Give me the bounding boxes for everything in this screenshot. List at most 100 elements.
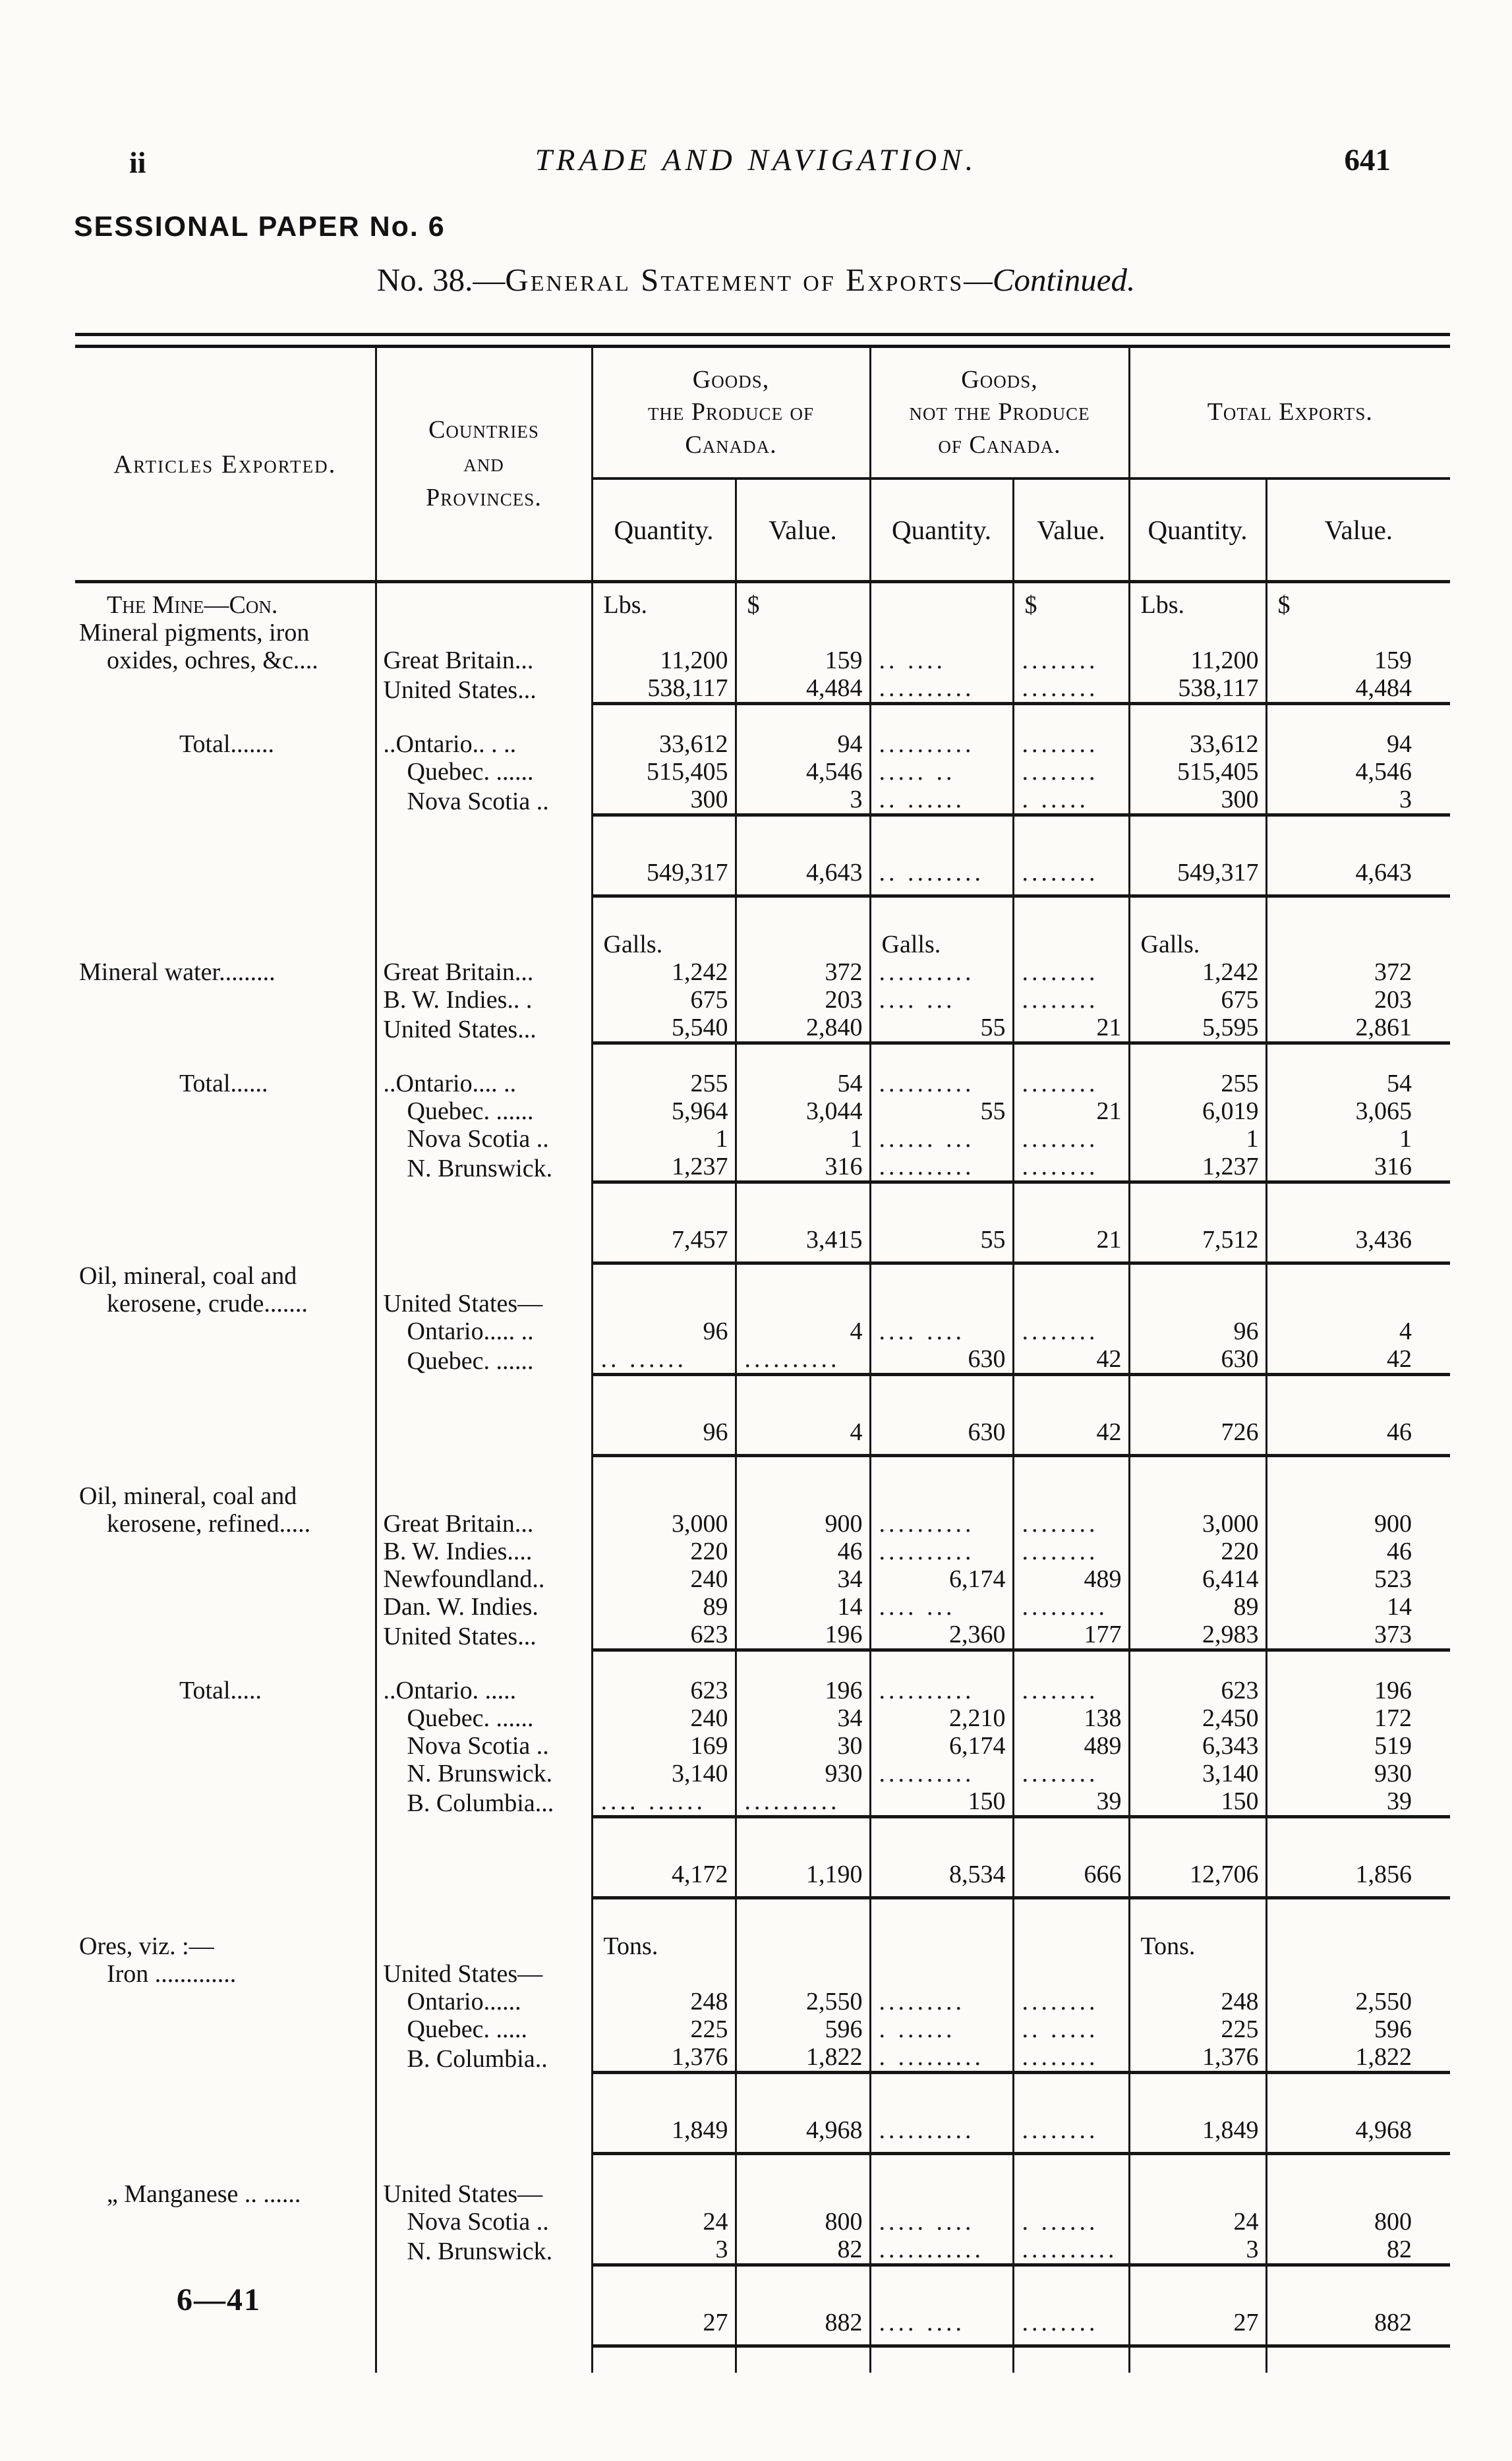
value-cell: 5,595 [1128, 1014, 1267, 1043]
subtotal-row: 27 882.... ............ 27 882 [75, 2292, 1451, 2346]
empty-cell [734, 923, 871, 958]
empty-cell [734, 1482, 871, 1510]
country-cell [374, 619, 592, 647]
article-cell [75, 1732, 376, 1760]
value-cell: 2,450 [1128, 1704, 1267, 1732]
article-cell [75, 815, 376, 842]
empty-cell [1265, 1815, 1451, 1843]
group-header-goods-not-canada: Goods, not the Produce of Canada. [869, 348, 1130, 480]
value-cell: 4,968 [734, 2099, 871, 2154]
value-cell: 372 [1265, 958, 1451, 986]
article-cell [75, 1650, 376, 1677]
country-cell: B. Columbia... [374, 1787, 592, 1817]
col-header-quantity: Quantity. [869, 478, 1014, 583]
value-cell: 255 [1128, 1070, 1267, 1097]
section-rule-row [75, 1180, 1451, 1209]
table-row: B. W. Indies.. . 675 203.... ........... 67… [75, 986, 1451, 1014]
page-number: 641 [1344, 143, 1391, 177]
empty-cell [1265, 2344, 1451, 2373]
value-cell: 89 [591, 1593, 736, 1621]
leader-dots-cell: .......... [734, 1345, 871, 1375]
value-cell: 21 [1012, 1209, 1130, 1263]
empty-cell [1265, 1261, 1451, 1290]
section-rule-row [75, 1648, 1451, 1677]
exports-table-wrap: Articles Exported. Countries and Provinc… [75, 333, 1451, 2373]
leader-dots-cell: . ...... [869, 2015, 1014, 2043]
value-cell: 3,436 [1265, 1209, 1451, 1263]
leader-dots-cell: .... ... [869, 1593, 1014, 1621]
section-rule-row [75, 2263, 1451, 2292]
table-row: Quebec. ...... 5,964 3,044 55 21 6,019 3,065 [75, 1097, 1451, 1125]
article-cell [75, 1153, 376, 1182]
empty-cell [869, 1648, 1014, 1677]
article-cell [75, 2043, 376, 2073]
empty-cell [1012, 1041, 1130, 1070]
value-cell: 675 [591, 986, 736, 1014]
empty-cell [869, 2344, 1014, 2373]
value-cell: 882 [734, 2292, 871, 2346]
article-cell: The Mine—Con. [107, 591, 278, 619]
table-row: B. Columbia.. 1,376 1,822. ...............… [75, 2043, 1451, 2073]
value-cell: 666 [1012, 1843, 1130, 1898]
value-cell: 3,000 [591, 1510, 736, 1538]
col-header-quantity: Quantity. [1128, 478, 1267, 583]
value-cell: 2,550 [1265, 1988, 1451, 2015]
article-cell [75, 674, 376, 704]
value-cell: 489 [1012, 1732, 1130, 1760]
leader-dots-cell: ........ [1012, 1510, 1130, 1538]
empty-cell [734, 813, 871, 842]
value-cell: 1,242 [591, 958, 736, 986]
empty-cell [1012, 1261, 1130, 1290]
empty-cell [869, 1960, 1014, 1988]
table-header: Articles Exported. Countries and Provinc… [75, 348, 1451, 583]
table-row: Nova Scotia .. 1 1...... ........... 1 1 [75, 1125, 1451, 1153]
empty-cell [591, 2180, 736, 2208]
table-title: No. 38.—General Statement of Exports—Con… [0, 261, 1512, 299]
value-cell: 220 [1128, 1538, 1267, 1565]
value-cell: 159 [1265, 647, 1451, 674]
leader-dots-cell: .......... [869, 674, 1014, 704]
country-cell: B. W. Indies.. . [374, 986, 592, 1014]
leader-dots-cell: .. ........ [869, 842, 1014, 896]
leader-dots-cell: .......... [869, 730, 1014, 758]
value-cell: 4,546 [734, 758, 871, 786]
value-cell: 196 [1265, 1677, 1451, 1704]
article-cell [75, 1565, 376, 1593]
article-cell [75, 1456, 376, 1483]
leader-dots-cell: .......... [869, 1070, 1014, 1097]
table-row: B. Columbia....... ................ 150 39… [75, 1787, 1451, 1817]
empty-cell [1265, 1896, 1451, 1925]
group-header-total-exports: Total Exports. [1128, 348, 1451, 480]
country-cell [374, 815, 592, 842]
value-cell: 2,861 [1265, 1014, 1451, 1043]
value-cell: 46 [1265, 1538, 1451, 1565]
table-row: Ontario..... .. 96 4.... ............ 96 4 [75, 1317, 1451, 1345]
leader-dots-cell: ........ [1012, 758, 1130, 786]
value-cell: 5,964 [591, 1097, 736, 1125]
country-cell [374, 923, 592, 958]
empty-cell [869, 2152, 1014, 2180]
value-cell: 42 [1012, 1401, 1130, 1456]
value-cell: 30 [734, 1732, 871, 1760]
value-cell: 34 [734, 1565, 871, 1593]
col-header-value: Value. [1265, 478, 1451, 583]
value-cell: 300 [1128, 786, 1267, 815]
empty-cell [591, 813, 736, 842]
country-cell: ..Ontario.... .. [374, 1070, 592, 1097]
table-row: B. W. Indies.... 220 46.................. 2… [75, 1538, 1451, 1565]
empty-cell [869, 1180, 1014, 1209]
value-cell: 900 [1265, 1510, 1451, 1538]
empty-cell [1265, 1960, 1451, 1988]
value-cell: 94 [734, 730, 871, 758]
empty-cell [591, 1041, 736, 1070]
country-cell [374, 1816, 592, 1843]
value-cell: 54 [1265, 1070, 1451, 1097]
empty-cell [591, 1648, 736, 1677]
empty-cell [1128, 2344, 1267, 2373]
article-cell: Total...... [179, 1070, 268, 1097]
value-cell: 489 [1012, 1565, 1130, 1593]
section-rule-row [75, 894, 1451, 923]
section-rule-row [75, 1454, 1451, 1483]
value-cell: 94 [1265, 730, 1451, 758]
article-cell [75, 1097, 376, 1125]
